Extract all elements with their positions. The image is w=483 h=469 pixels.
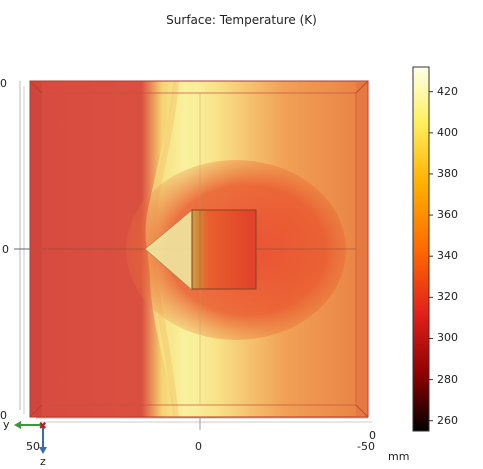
colorbar-tick-label: 300 [437, 331, 458, 345]
x-tick-label-left: 50 [26, 440, 40, 453]
y-tick-label-middle: 0 [2, 243, 9, 256]
colorbar-tick-label: 380 [437, 166, 458, 180]
x-axis [36, 417, 372, 430]
colorbar [412, 66, 433, 432]
x-tick-label-center: 0 [195, 440, 202, 453]
y-axis [14, 81, 30, 414]
colorbar-tick-label: 400 [437, 125, 458, 139]
y-tick-label-top: 0 [0, 77, 7, 90]
y-tick-label-bottom: 0 [0, 409, 7, 422]
axis-triad: ✖ [14, 421, 47, 454]
colorbar-tick-label: 260 [437, 413, 458, 427]
triad-z-label: z [40, 455, 46, 468]
triad-y-label: y [3, 418, 10, 431]
colorbar-tick-label: 280 [437, 372, 458, 386]
x-tick-label-right: -50 [357, 440, 375, 453]
colorbar-tick-label: 420 [437, 84, 458, 98]
svg-text:✖: ✖ [39, 421, 47, 432]
plot-title: Surface: Temperature (K) [166, 13, 317, 27]
colorbar-tick-label: 360 [437, 208, 458, 222]
heater-geometry [144, 209, 257, 291]
axis-unit-label: mm [388, 450, 410, 463]
colorbar-tick-label: 320 [437, 290, 458, 304]
colorbar-tick-label: 340 [437, 249, 458, 263]
x-tick-label-depth: 0 [369, 429, 376, 442]
